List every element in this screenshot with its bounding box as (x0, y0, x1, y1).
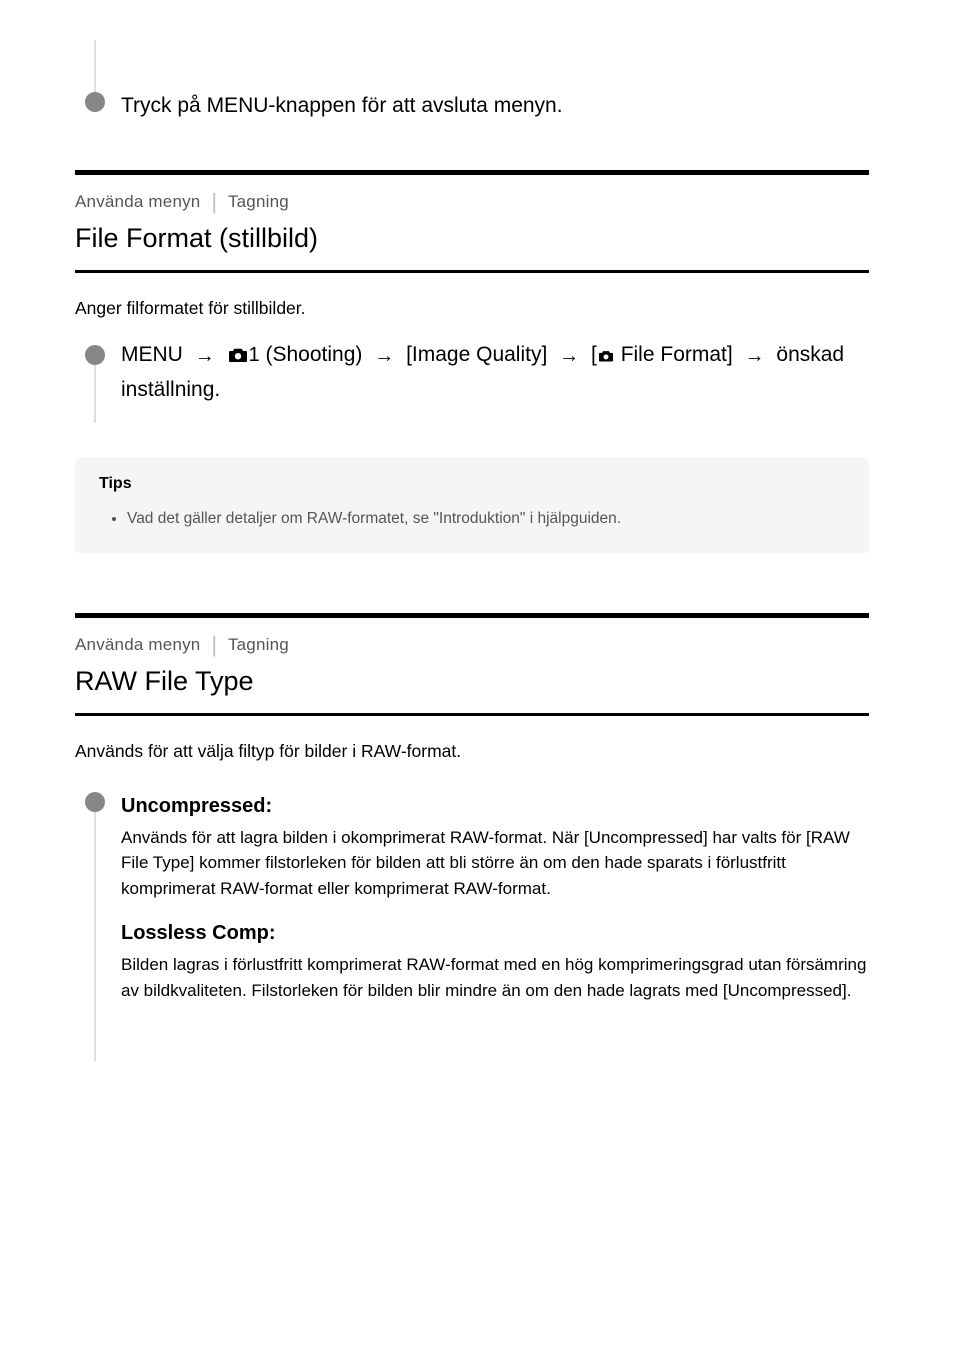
hint-list: Vad det gäller detaljer om RAW-formatet,… (99, 507, 845, 530)
arrow-icon: → (368, 345, 400, 367)
arrow-icon: → (189, 345, 221, 367)
breadcrumb: Använda menyn | Tagning (75, 632, 869, 658)
option-list: Uncompressed: Används för att lagra bild… (121, 792, 869, 1004)
menu-item: File Format] (621, 343, 733, 366)
menu-group: [Image Quality] (406, 343, 547, 366)
section-desc: Anger filformatet för stillbilder. (75, 295, 869, 321)
section-rule-bottom (75, 713, 869, 716)
section-rule-top (75, 170, 869, 175)
step-end-prev: Tryck på MENU-knappen för att avsluta me… (75, 40, 869, 130)
tab-name: (Shooting) (266, 343, 363, 366)
hint-item: Vad det gäller detaljer om RAW-formatet,… (127, 507, 845, 530)
breadcrumb-b: Tagning (228, 635, 289, 654)
option-label: Lossless Comp: (121, 922, 275, 944)
arrow-icon: → (553, 345, 585, 367)
hint-title: Tips (99, 475, 845, 493)
step-options: Uncompressed: Används för att lagra bild… (75, 784, 869, 1022)
breadcrumb-a: Använda menyn (75, 192, 200, 211)
step-marker (75, 40, 115, 130)
option-uncompressed: Uncompressed: Används för att lagra bild… (121, 792, 869, 902)
breadcrumb: Använda menyn | Tagning (75, 189, 869, 215)
step-menu-path: MENU → 1 (Shooting) → [Image Quality] → … (75, 339, 869, 423)
page: Tryck på MENU-knappen för att avsluta me… (0, 0, 954, 1061)
arrow-icon: → (739, 345, 771, 367)
option-label: Uncompressed: (121, 795, 272, 817)
option-desc: Bilden lagras i förlustfritt komprimerat… (121, 952, 869, 1003)
option-lossless: Lossless Comp: Bilden lagras i förlustfr… (121, 919, 869, 1003)
option-desc: Används för att lagra bilden i okomprime… (121, 825, 869, 902)
section-desc: Används för att välja filtyp för bilder … (75, 738, 869, 764)
still-image-icon (597, 341, 615, 373)
step-marker (75, 784, 115, 1022)
section-rule-bottom (75, 270, 869, 273)
breadcrumb-sep: | (205, 189, 223, 214)
camera-icon (227, 342, 249, 374)
breadcrumb-a: Använda menyn (75, 635, 200, 654)
breadcrumb-sep: | (205, 632, 223, 657)
section-title: RAW File Type (75, 666, 869, 697)
step-marker (75, 339, 115, 423)
menu-path: MENU → 1 (Shooting) → [Image Quality] → … (121, 339, 869, 423)
menu-label: MENU (121, 343, 183, 366)
hint-box: Tips Vad det gäller detaljer om RAW-form… (75, 457, 869, 552)
breadcrumb-b: Tagning (228, 192, 289, 211)
section-title: File Format (stillbild) (75, 223, 869, 254)
camera-tab-number: 1 (249, 344, 260, 366)
section-rule-top (75, 613, 869, 618)
step-close-menu-text: Tryck på MENU-knappen för att avsluta me… (121, 90, 869, 140)
